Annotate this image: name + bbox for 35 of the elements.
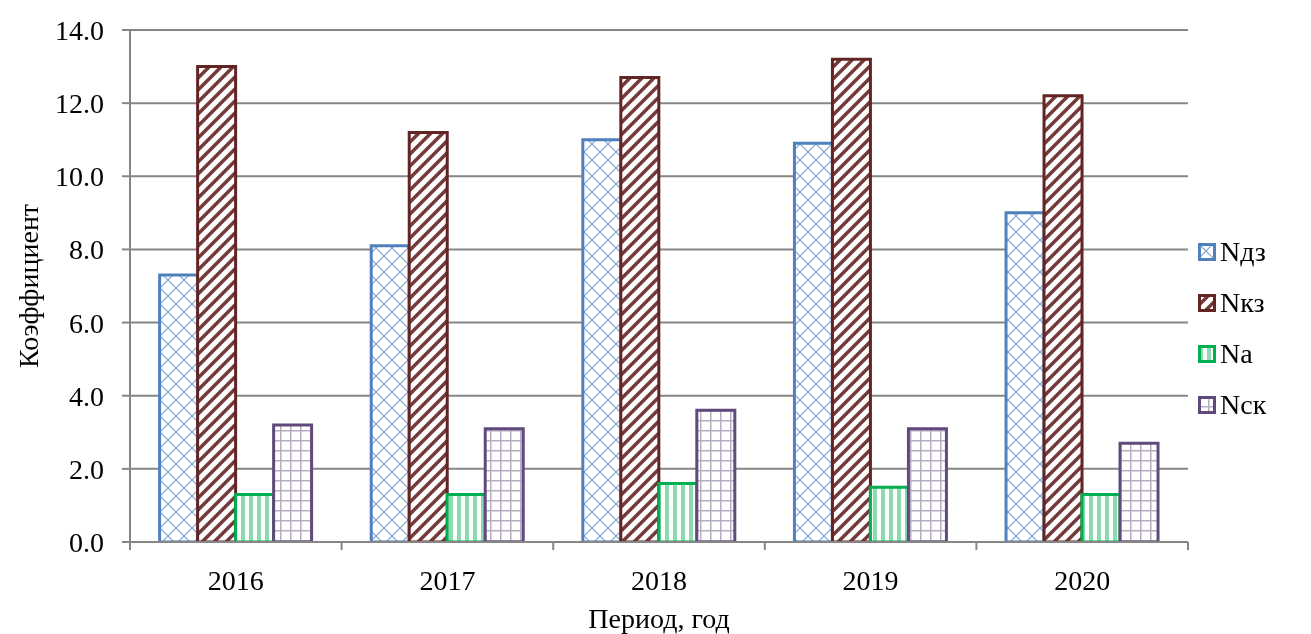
bar: [272, 423, 314, 542]
x-tick-label: 2016: [207, 564, 264, 596]
bar: [619, 76, 661, 542]
y-tick-label: 10.0: [55, 161, 104, 193]
x-tick-label: 2020: [1054, 564, 1111, 596]
bar: [792, 141, 834, 542]
bar: [1004, 211, 1046, 542]
y-tick-label: 12.0: [55, 88, 104, 120]
y-tick-label: 4.0: [69, 380, 104, 412]
bar: [1042, 94, 1084, 542]
x-tick-label: 2019: [842, 564, 899, 596]
x-axis-title: Период, год: [588, 602, 730, 634]
legend-label: Nкз: [1220, 286, 1265, 318]
bar: [369, 244, 411, 542]
bar: [407, 130, 449, 542]
bar: [196, 65, 238, 542]
y-tick-label: 8.0: [69, 234, 104, 266]
bar: [906, 427, 948, 542]
y-tick-label: 14.0: [55, 14, 104, 46]
bar: [1080, 492, 1122, 542]
legend-label: Nск: [1220, 388, 1267, 420]
x-tick-label: 2017: [419, 564, 476, 596]
bar: [483, 427, 525, 542]
bar: [1118, 441, 1160, 542]
bar: [445, 492, 487, 542]
bar: [868, 485, 910, 542]
y-tick-label: 0.0: [69, 526, 104, 558]
bar: [695, 408, 737, 542]
y-tick-label: 6.0: [69, 307, 104, 339]
legend-label: Na: [1220, 337, 1253, 369]
y-axis-title: Коэффициент: [12, 203, 44, 369]
legend-label: Nдз: [1220, 235, 1266, 267]
y-tick-label: 2.0: [69, 453, 104, 485]
bar: [830, 57, 872, 542]
x-tick-label: 2018: [631, 564, 687, 596]
